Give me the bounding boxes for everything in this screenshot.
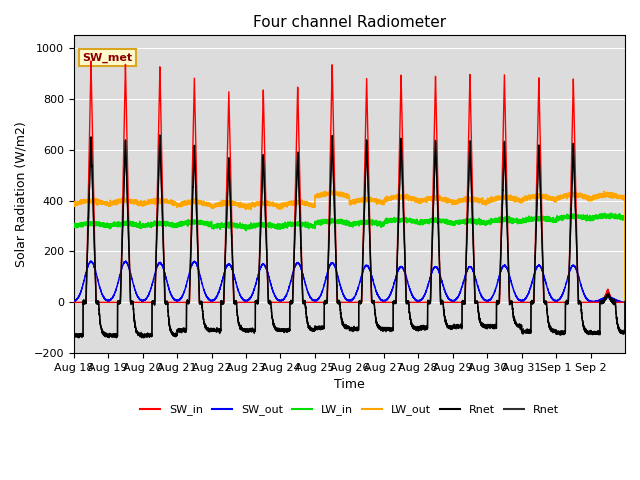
Title: Four channel Radiometer: Four channel Radiometer: [253, 15, 446, 30]
Legend: SW_in, SW_out, LW_in, LW_out, Rnet, Rnet: SW_in, SW_out, LW_in, LW_out, Rnet, Rnet: [136, 400, 563, 420]
Y-axis label: Solar Radiation (W/m2): Solar Radiation (W/m2): [15, 121, 28, 267]
X-axis label: Time: Time: [334, 378, 365, 392]
Text: SW_met: SW_met: [82, 53, 132, 63]
